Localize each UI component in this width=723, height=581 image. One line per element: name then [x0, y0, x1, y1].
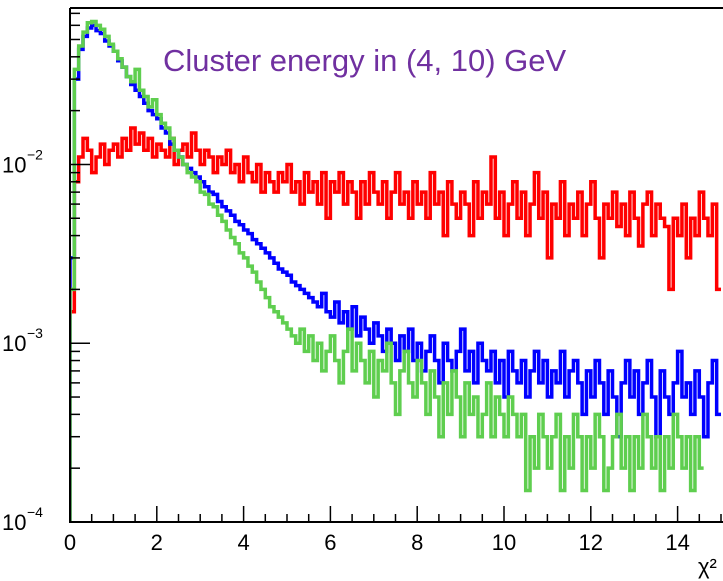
series-layer	[70, 19, 721, 522]
series-line-1	[70, 126, 721, 522]
x-tick-label: 2	[151, 530, 163, 555]
x-tick-label: 8	[411, 530, 423, 555]
y-tick-label: 10	[2, 510, 26, 535]
y-tick-exponent: −4	[27, 504, 43, 520]
x-tick-label: 12	[579, 530, 603, 555]
y-tick-exponent: −2	[27, 146, 43, 162]
x-tick-label: 0	[64, 530, 76, 555]
x-tick-label: 14	[665, 530, 689, 555]
series-line-3	[70, 19, 704, 522]
y-tick-exponent: −3	[27, 325, 43, 341]
y-tick-label: 10	[2, 331, 26, 356]
x-axis-label: χ²	[698, 554, 717, 579]
chart-title: Cluster energy in (4, 10) GeV	[163, 43, 567, 78]
x-tick-label: 4	[237, 530, 249, 555]
x-tick-label: 10	[492, 530, 516, 555]
x-tick-label: 6	[324, 530, 336, 555]
y-tick-label: 10	[2, 152, 26, 177]
